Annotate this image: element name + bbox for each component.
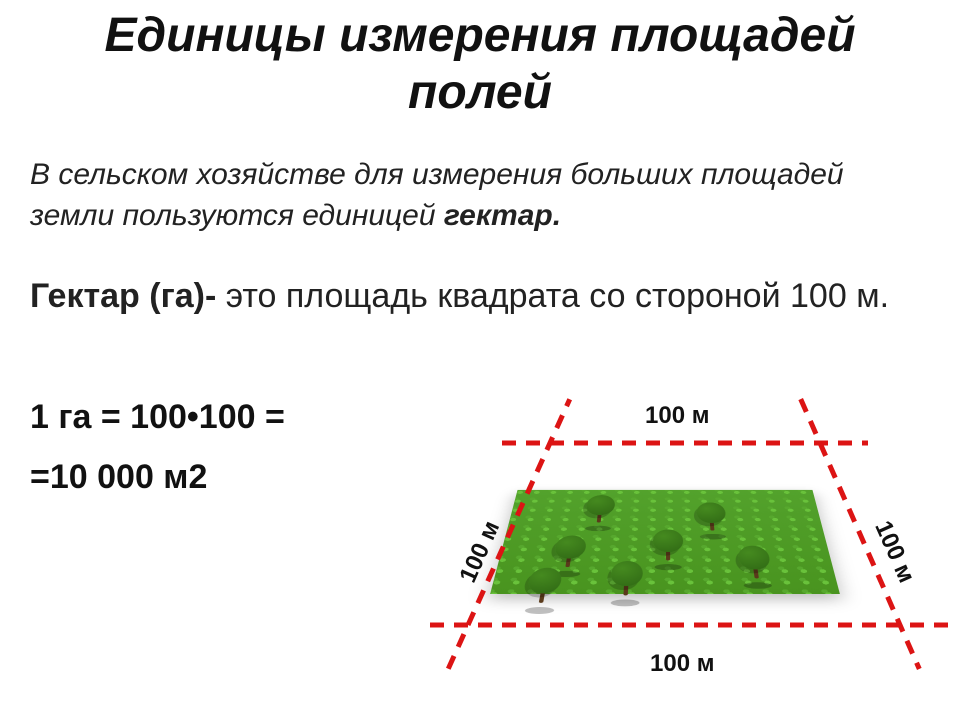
hectare-figure: 100 м 100 м 100 м 100 м [370, 350, 930, 710]
slide-title: Единицы измерения площадей полей [60, 8, 900, 121]
label-top: 100 м [645, 402, 709, 430]
slide-root: Единицы измерения площадей полей В сельс… [0, 0, 960, 720]
intro-bold: гектар. [444, 199, 561, 232]
definition-rest: это площадь квадрата со стороной 100 м. [216, 277, 889, 315]
definition-paragraph: Гектар (га)- это площадь квадрата со сто… [30, 270, 930, 323]
label-bottom: 100 м [650, 650, 714, 678]
intro-text: В сельском хозяйстве для измерения больш… [30, 158, 844, 232]
definition-lead: Гектар (га)- [30, 277, 216, 315]
calc-line-1: 1 га = 100•100 = [30, 398, 285, 437]
intro-paragraph: В сельском хозяйстве для измерения больш… [30, 155, 930, 236]
calc-line-2: =10 000 м2 [30, 458, 207, 497]
